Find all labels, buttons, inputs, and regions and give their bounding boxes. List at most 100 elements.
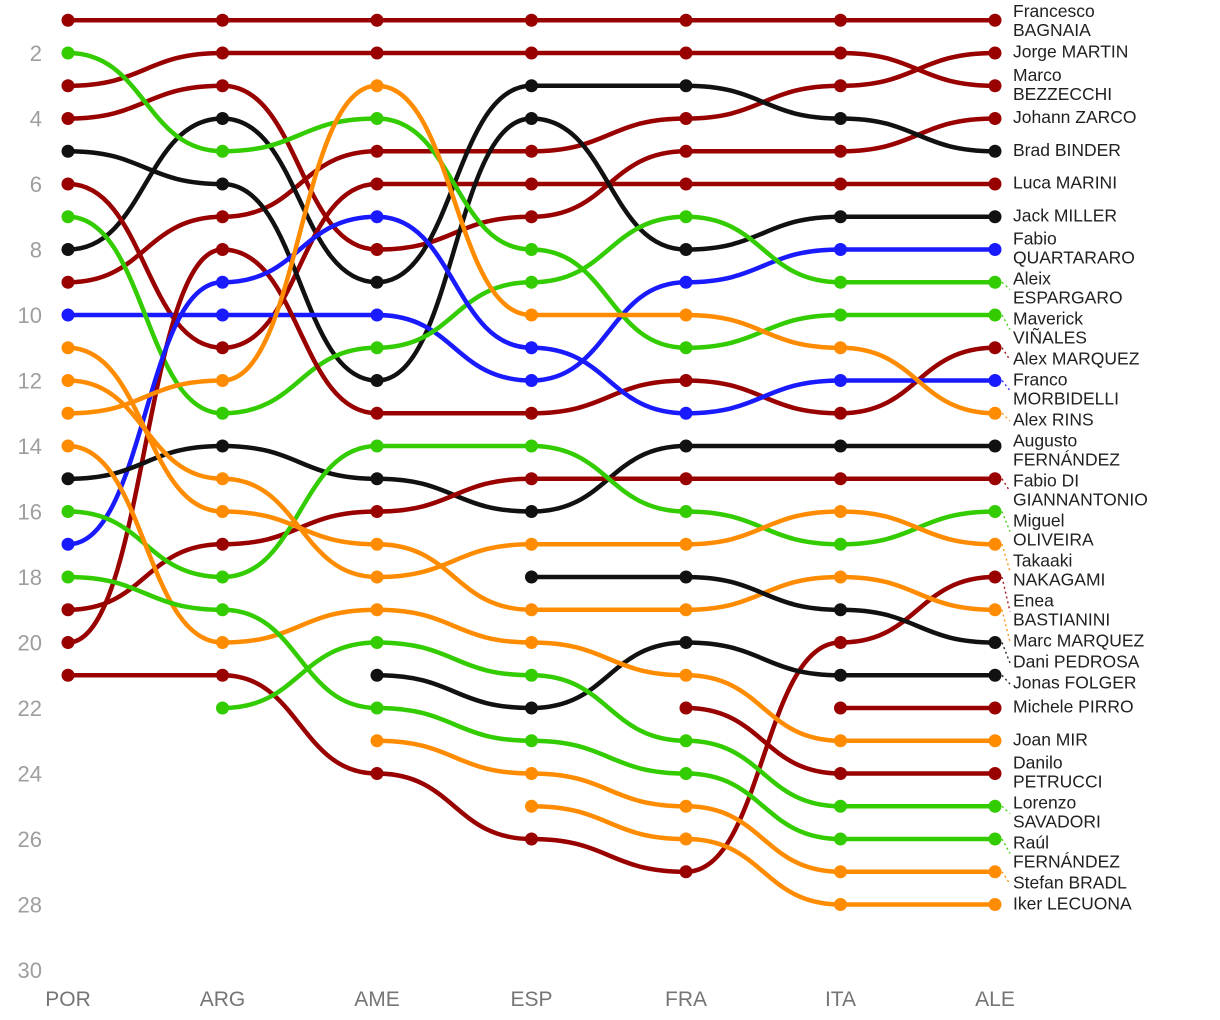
rider-series-iker-lecuona (525, 799, 1002, 911)
rank-dot (370, 275, 384, 289)
rank-dot (679, 177, 693, 191)
rider-label-francesco-bagnaia: Francesco BAGNAIA (1013, 1, 1095, 40)
rank-dot (525, 13, 538, 27)
rider-series-brad-binder (61, 79, 1002, 289)
rank-dot (679, 406, 693, 420)
rank-line (65, 116, 998, 383)
rank-dot (525, 734, 538, 748)
rider-series-franco-morbidelli (61, 210, 1002, 551)
rank-dot (834, 570, 847, 584)
rank-dot (679, 799, 693, 813)
rank-dot (988, 701, 1002, 715)
rank-dot (370, 243, 384, 256)
rank-dot (679, 112, 693, 125)
rank-dot (988, 799, 1002, 813)
rank-line (65, 214, 998, 547)
rank-dot (988, 603, 1002, 617)
rank-dot (834, 865, 847, 879)
rank-dot (525, 46, 538, 60)
rank-dot (988, 144, 1002, 158)
rank-dot (988, 46, 1002, 60)
rank-dot (216, 603, 229, 617)
rider-series-michele-pirro (834, 701, 1002, 715)
rank-dot (988, 832, 1002, 846)
rank-dot (216, 341, 229, 355)
rank-dot (525, 767, 538, 780)
rank-dot (834, 832, 847, 846)
rider-label-jorge-martin: Jorge MARTIN (1013, 42, 1128, 62)
rank-dot (525, 177, 538, 191)
y-axis-tick: 2 (30, 41, 42, 66)
rank-dot (216, 275, 229, 289)
rank-dot (525, 636, 538, 649)
rider-label-iker-lecuona: Iker LECUONA (1013, 894, 1132, 914)
y-axis-tick: 6 (30, 172, 42, 197)
rank-dot (61, 406, 75, 420)
rank-dot (216, 505, 229, 518)
rank-dot (525, 144, 538, 158)
rank-line (65, 50, 998, 351)
y-axis-tick: 10 (18, 303, 42, 328)
rank-dot (370, 603, 384, 617)
rank-dot (370, 570, 384, 584)
rank-dot (370, 472, 384, 486)
rank-dot (370, 46, 384, 60)
rider-label-jack-miller: Jack MILLER (1013, 205, 1117, 225)
rank-dot (988, 505, 1002, 518)
rank-dot (61, 472, 75, 486)
rider-series-miguel-oliveira (61, 439, 1002, 584)
rank-dot (61, 46, 75, 60)
rank-dot (370, 177, 384, 191)
rank-dot (525, 570, 538, 584)
rank-dot (679, 243, 693, 256)
y-axis-tick: 28 (18, 893, 42, 918)
rider-series-maverick-vinales (61, 46, 1002, 355)
rank-dot (679, 636, 693, 649)
rank-dot (525, 275, 538, 289)
rank-dot (834, 243, 847, 256)
rank-dot (834, 701, 847, 715)
x-axis-label: POR (45, 988, 91, 1011)
rider-series-danilo-petrucci (679, 701, 1002, 780)
rank-dot (525, 374, 538, 387)
rank-dot (988, 112, 1002, 125)
rank-dot (61, 243, 75, 256)
rank-dot (834, 112, 847, 125)
rank-dot (679, 374, 693, 387)
rank-dot (988, 734, 1002, 748)
rank-dot (61, 374, 75, 387)
y-axis-tick: 14 (18, 434, 42, 459)
rank-dot (525, 701, 538, 715)
rider-label-michele-pirro: Michele PIRRO (1013, 697, 1134, 717)
x-axis-label: FRA (665, 988, 707, 1011)
rank-dot (679, 210, 693, 224)
rank-dot (216, 701, 229, 715)
rank-dot (834, 79, 847, 93)
rank-dot (988, 308, 1002, 322)
rank-dot (679, 144, 693, 158)
label-leader-line (1001, 511, 1011, 532)
rank-dot (61, 144, 75, 158)
label-leader-line (1001, 871, 1011, 885)
rider-label-lorenzo-savadori: Lorenzo SAVADORI (1013, 793, 1101, 832)
x-axis-label: ITA (825, 988, 856, 1011)
rank-dot (679, 603, 693, 617)
rider-label-danilo-petrucci: Danilo PETRUCCI (1013, 753, 1102, 792)
rank-dot (370, 767, 384, 780)
rank-dot (61, 177, 75, 191)
rank-dot (61, 636, 75, 649)
rank-dot (61, 13, 75, 27)
rank-dot (216, 537, 229, 551)
rank-dot (216, 177, 229, 191)
rider-label-johann-zarco: Johann ZARCO (1013, 107, 1137, 127)
rank-dot (988, 275, 1002, 289)
rank-dot (679, 308, 693, 322)
rider-label-dani-pedrosa: Dani PEDROSA (1013, 652, 1140, 672)
rank-dot (834, 46, 847, 60)
rank-dot (679, 275, 693, 289)
rank-dot (834, 472, 847, 486)
rank-dot (988, 341, 1002, 355)
label-leader-line (1001, 609, 1011, 643)
rank-dot (216, 570, 229, 584)
rank-dot (370, 439, 384, 453)
